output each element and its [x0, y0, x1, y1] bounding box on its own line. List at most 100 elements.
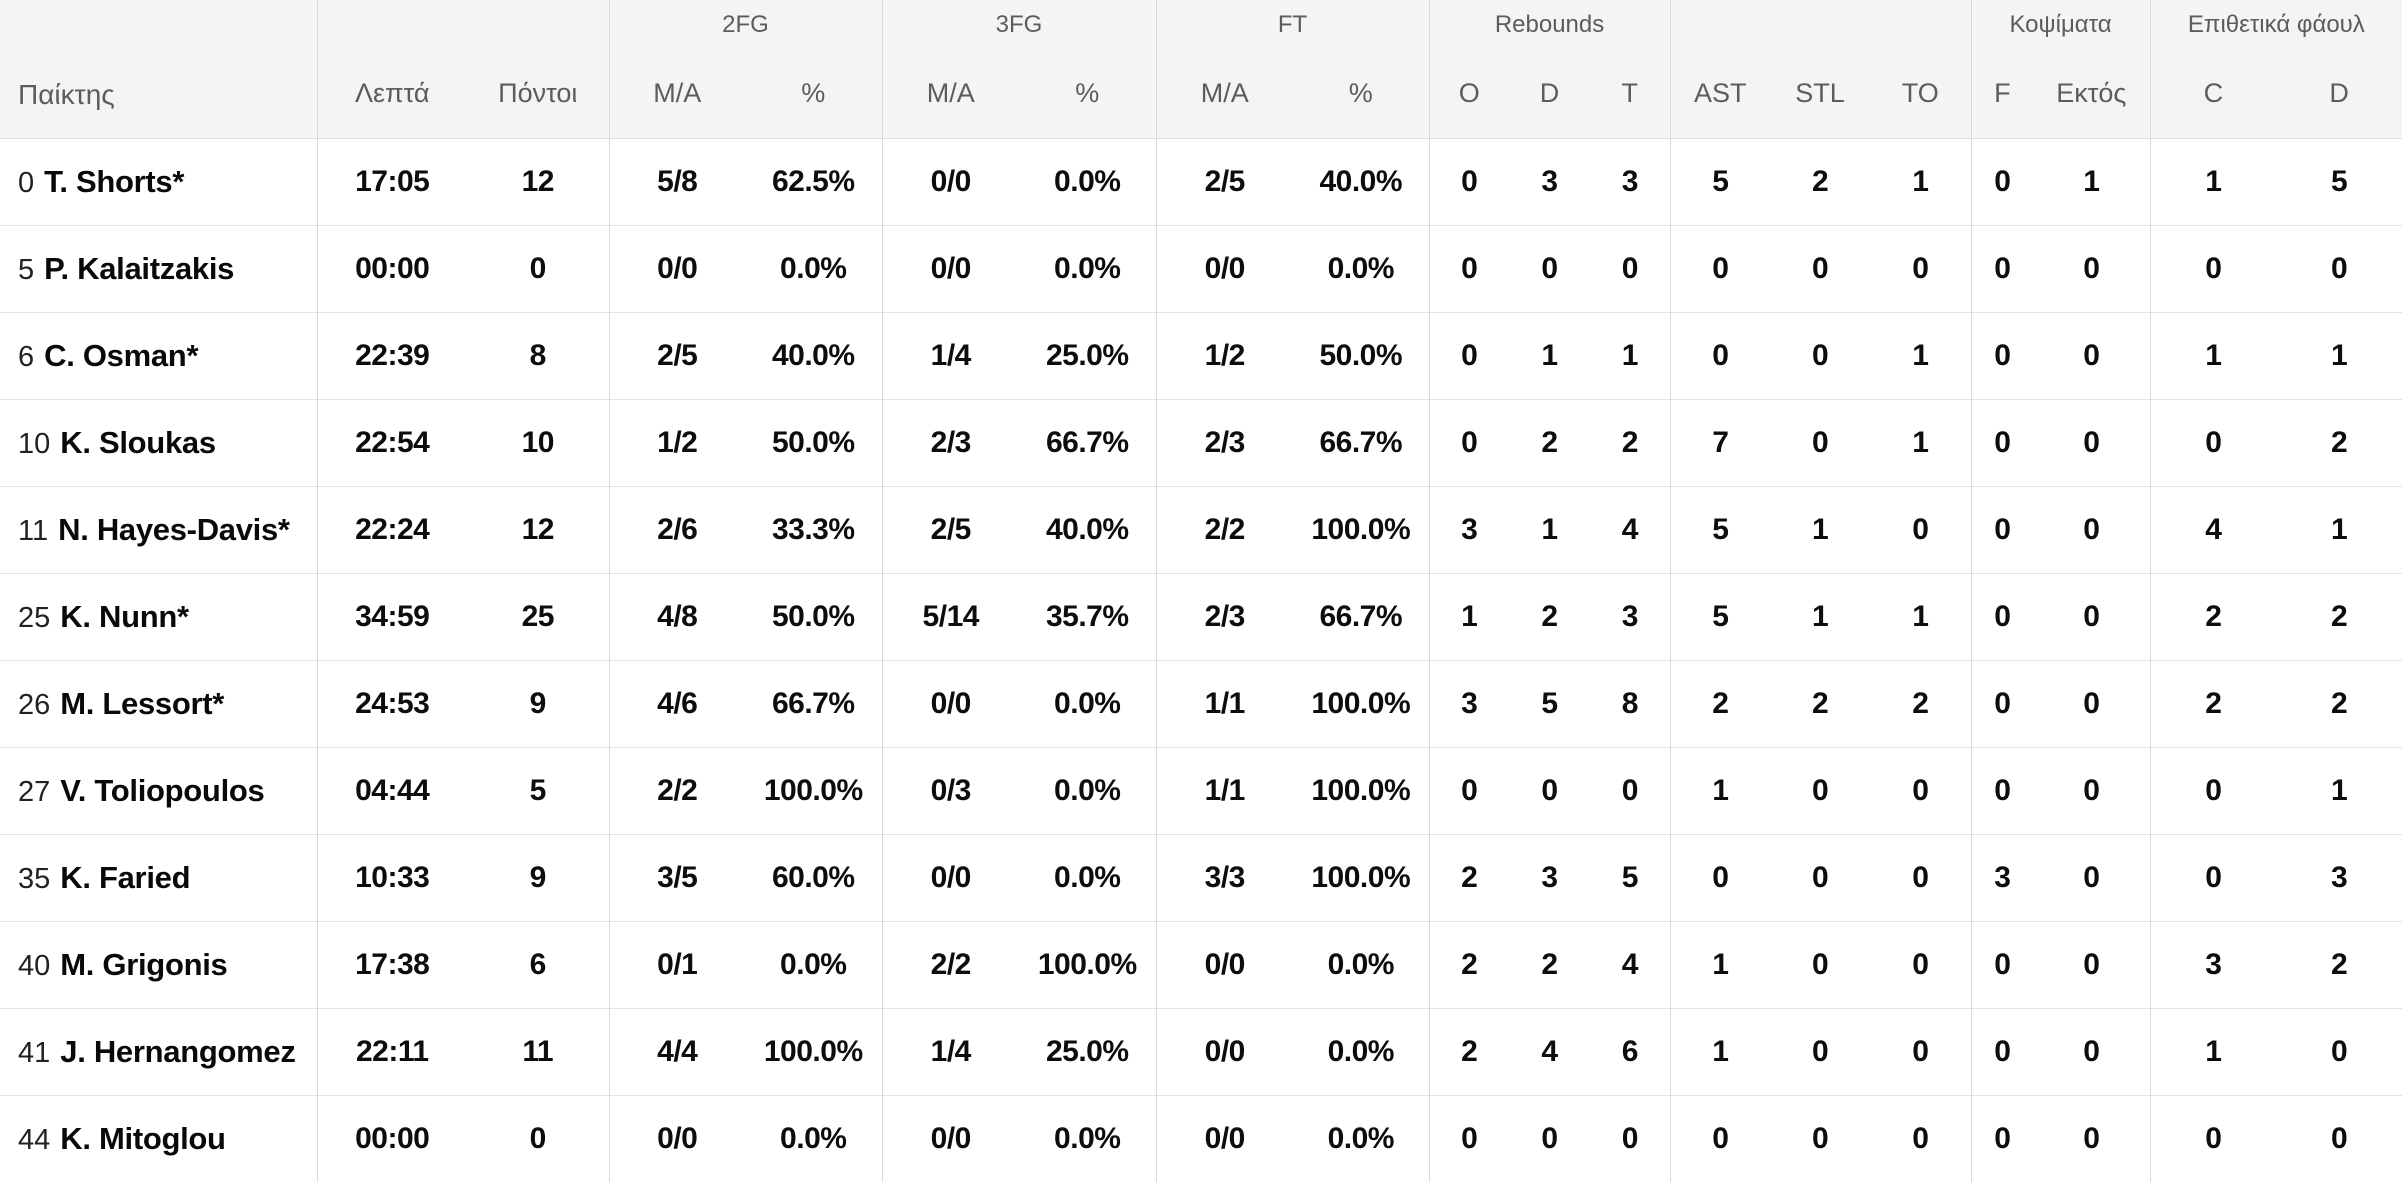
cell-points: 25: [467, 572, 609, 660]
cell-ft-pct: 100.0%: [1293, 746, 1430, 834]
cell-ft-ma: 2/3: [1155, 398, 1293, 486]
table-row: 26 M. Lessort* 24:53 9 4/6 66.7% 0/0 0.0%…: [0, 659, 2402, 747]
cell-2fg-pct: 0.0%: [745, 920, 882, 1008]
cell-3fg-pct: 40.0%: [1019, 485, 1156, 573]
cell-to: 0: [1870, 920, 1972, 1008]
col-header-reb-d: D: [1509, 50, 1591, 139]
cell-3fg-ma: 2/2: [881, 920, 1019, 1008]
cell-2fg-pct: 50.0%: [745, 398, 882, 486]
player-number: 11: [18, 514, 49, 547]
cell-ft-ma: 2/5: [1155, 138, 1293, 225]
cell-foul-d: 5: [2330, 164, 2348, 198]
cell-ft-pct: 66.7%: [1293, 398, 1430, 486]
cell-to: 1: [1870, 572, 1972, 660]
cell-ast: 1: [1669, 746, 1771, 834]
cell-2fg-pct: 100.0%: [745, 1007, 882, 1095]
cell-minutes: 17:05: [316, 138, 467, 225]
cell-ast: 5: [1669, 572, 1771, 660]
player-name: K. Nunn*: [60, 598, 189, 634]
cell-2fg-ma: 1/2: [608, 398, 745, 486]
col-header-ast: AST: [1669, 50, 1771, 139]
col-header-stl: STL: [1770, 50, 1871, 139]
player-name: M. Lessort*: [60, 685, 225, 721]
cell-stl: 0: [1770, 833, 1871, 921]
cell-blk-f: 0: [1970, 572, 2034, 660]
cell-2fg-pct: 0.0%: [745, 1094, 882, 1182]
group-header-time-points: [316, 0, 609, 50]
cell-points: 0: [467, 224, 609, 312]
column-header-row: Λεπτά Πόντοι M/A % M/A % M/A % O D T AST…: [0, 50, 2402, 139]
cell-stl: 2: [1770, 659, 1871, 747]
cell-minutes: 10:33: [316, 833, 467, 921]
cell-to: 0: [1870, 1094, 1972, 1182]
group-header-2fg: 2FG: [608, 0, 882, 50]
cell-to: 0: [1870, 746, 1972, 834]
player-number: 10: [18, 427, 51, 460]
col-header-reb-t: T: [1590, 50, 1671, 139]
cell-reb-d: 1: [1509, 485, 1591, 573]
cell-ast: 7: [1669, 398, 1771, 486]
cell-blk-against: 0: [2033, 1094, 2151, 1182]
cell-blk-f: 0: [1970, 485, 2034, 573]
cell-blk-f: 0: [1970, 398, 2034, 486]
cell-ast: 1: [1669, 920, 1771, 1008]
cell-reb-t: 2: [1590, 398, 1671, 486]
cell-minutes: 24:53: [316, 659, 467, 747]
cell-to: 1: [1870, 398, 1972, 486]
cell-foul-d: 2: [2276, 659, 2402, 747]
cell-points: 6: [467, 920, 609, 1008]
cell-3fg-ma: 1/4: [881, 311, 1019, 399]
cell-foul-c: 4: [2149, 485, 2277, 573]
cell-ft-ma: 0/0: [1155, 1094, 1293, 1182]
col-header-ft-pct: %: [1293, 50, 1430, 139]
cell-2fg-ma: 2/5: [608, 311, 745, 399]
player-name: K. Mitoglou: [60, 1120, 226, 1156]
group-header-ast-stl-to: [1669, 0, 1972, 50]
col-header-minutes: Λεπτά: [316, 50, 467, 139]
col-header-blk-f: F: [1970, 50, 2034, 139]
col-header-reb-o: O: [1428, 50, 1510, 139]
cell-reb-t: 1: [1590, 311, 1671, 399]
cell-foul-d: 0: [2276, 1094, 2402, 1182]
cell-reb-t: 8: [1590, 659, 1671, 747]
cell-foul-c: 1: [2149, 1007, 2277, 1095]
table-row: 0 T. Shorts* 17:05 12 5/8 62.5% 0/0 0.0% …: [0, 138, 2402, 225]
cell-blk-against: 0: [2033, 224, 2151, 312]
cell-ft-ma: 1/1: [1155, 746, 1293, 834]
cell-stl: 0: [1770, 1094, 1871, 1182]
cell-points: 9: [467, 659, 609, 747]
cell-reb-t: 3: [1621, 164, 1639, 198]
player-cell: 35 K. Faried: [0, 833, 317, 921]
cell-reb-d: 3: [1509, 833, 1591, 921]
group-header-ft: FT: [1155, 0, 1430, 50]
player-number: 0: [18, 166, 35, 199]
cell-blk-against: 0: [2033, 833, 2151, 921]
player-cell: 10 K. Sloukas: [0, 398, 317, 486]
cell-reb-t: 4: [1590, 485, 1671, 573]
cell-reb-o: 2: [1428, 833, 1510, 921]
cell-ft-ma: 0/0: [1155, 224, 1293, 312]
cell-minutes: 22:11: [316, 1007, 467, 1095]
player-number: 44: [18, 1123, 51, 1156]
cell-foul-c: 2: [2149, 659, 2277, 747]
cell-points: 5: [467, 746, 609, 834]
cell-foul-d: 1: [2276, 311, 2402, 399]
cell-stl: 1: [1770, 572, 1871, 660]
player-cell: 5 P. Kalaitzakis: [0, 224, 317, 312]
table-row: 41 J. Hernangomez 22:11 11 4/4 100.0% 1/4…: [0, 1007, 2402, 1095]
cell-ft-pct: 66.7%: [1293, 572, 1430, 660]
cell-points: 12: [521, 164, 555, 198]
cell-reb-o: 0: [1428, 224, 1510, 312]
cell-ft-pct: 100.0%: [1293, 659, 1430, 747]
cell-foul-d: 2: [2276, 398, 2402, 486]
cell-blk-f: 0: [1970, 920, 2034, 1008]
cell-3fg-pct: 0.0%: [1019, 746, 1156, 834]
cell-2fg-pct: 40.0%: [745, 311, 882, 399]
cell-foul-c: 3: [2149, 920, 2277, 1008]
cell-ft-ma: 2/3: [1155, 572, 1293, 660]
cell-3fg-pct: 0.0%: [1019, 659, 1156, 747]
cell-ast: 2: [1669, 659, 1771, 747]
table-row: 5 P. Kalaitzakis 00:00 0 0/0 0.0% 0/0 0.0…: [0, 224, 2402, 312]
player-number: 26: [18, 688, 51, 721]
